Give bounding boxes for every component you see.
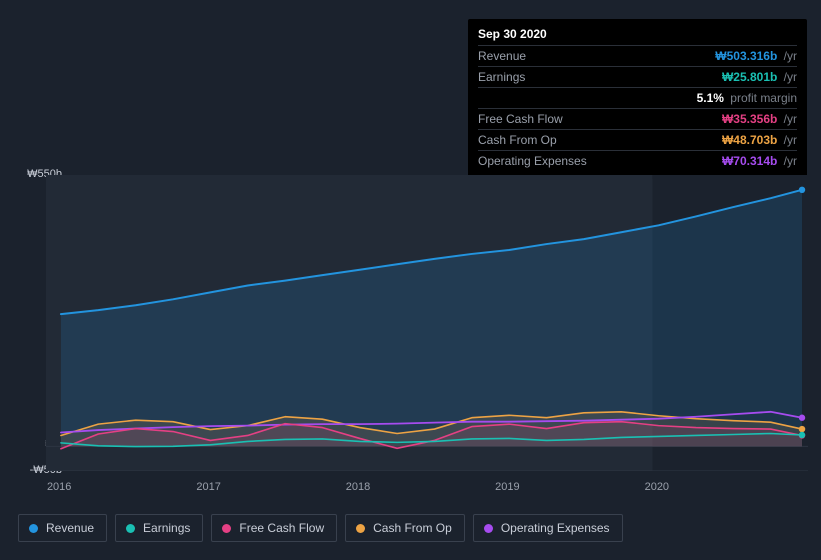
tooltip-row-unit: profit margin: [727, 91, 797, 105]
legend-item-free-cash-flow[interactable]: Free Cash Flow: [211, 514, 337, 542]
tooltip-row: Earnings ₩25.801b /yr: [478, 66, 797, 87]
legend-item-label: Revenue: [46, 521, 94, 535]
tooltip-row: Operating Expenses ₩70.314b /yr: [478, 150, 797, 171]
tooltip-row-label: Earnings: [478, 70, 525, 84]
tooltip-row-value: ₩48.703b: [722, 133, 777, 147]
tooltip-row-unit: /yr: [780, 154, 797, 168]
tooltip-row-unit: /yr: [780, 133, 797, 147]
x-tick-label: 2016: [47, 481, 71, 493]
tooltip-row-value: 5.1%: [697, 91, 724, 105]
tooltip-row: Free Cash Flow ₩35.356b /yr: [478, 108, 797, 129]
tooltip-date: Sep 30 2020: [478, 27, 797, 41]
legend-item-cash-from-op[interactable]: Cash From Op: [345, 514, 465, 542]
tooltip-row-unit: /yr: [780, 112, 797, 126]
legend-item-label: Free Cash Flow: [239, 521, 324, 535]
tooltip-row-value: ₩25.801b: [722, 70, 777, 84]
tooltip-row-value: ₩70.314b: [722, 154, 777, 168]
tooltip-row-label: Operating Expenses: [478, 154, 587, 168]
tooltip-row-value: ₩503.316b: [715, 49, 777, 63]
tooltip-row-unit: /yr: [780, 70, 797, 84]
legend-dot-icon: [484, 524, 493, 533]
legend-item-label: Earnings: [143, 521, 190, 535]
legend-item-revenue[interactable]: Revenue: [18, 514, 107, 542]
legend-item-label: Cash From Op: [373, 521, 452, 535]
tooltip-row-label: Free Cash Flow: [478, 112, 563, 126]
tooltip-row: Revenue ₩503.316b /yr: [478, 45, 797, 66]
financials-chart[interactable]: [16, 175, 808, 471]
x-tick-label: 2017: [196, 481, 220, 493]
legend-item-label: Operating Expenses: [501, 521, 610, 535]
x-tick-label: 2019: [495, 481, 519, 493]
legend-item-earnings[interactable]: Earnings: [115, 514, 203, 542]
tooltip-row-unit: /yr: [780, 49, 797, 63]
legend-dot-icon: [356, 524, 365, 533]
x-tick-label: 2018: [346, 481, 370, 493]
tooltip-row-label: Cash From Op: [478, 133, 557, 147]
chart-tooltip: Sep 30 2020 Revenue ₩503.316b /yr Earnings ₩…: [468, 19, 807, 179]
tooltip-row: 5.1% profit margin: [478, 87, 797, 108]
legend-item-operating-expenses[interactable]: Operating Expenses: [473, 514, 623, 542]
x-tick-label: 2020: [645, 481, 669, 493]
tooltip-row: Cash From Op ₩48.703b /yr: [478, 129, 797, 150]
legend-dot-icon: [222, 524, 231, 533]
legend-dot-icon: [29, 524, 38, 533]
tooltip-row-label: Revenue: [478, 49, 526, 63]
tooltip-row-value: ₩35.356b: [722, 112, 777, 126]
chart-legend: Revenue Earnings Free Cash Flow Cash From O…: [18, 514, 623, 542]
legend-dot-icon: [126, 524, 135, 533]
